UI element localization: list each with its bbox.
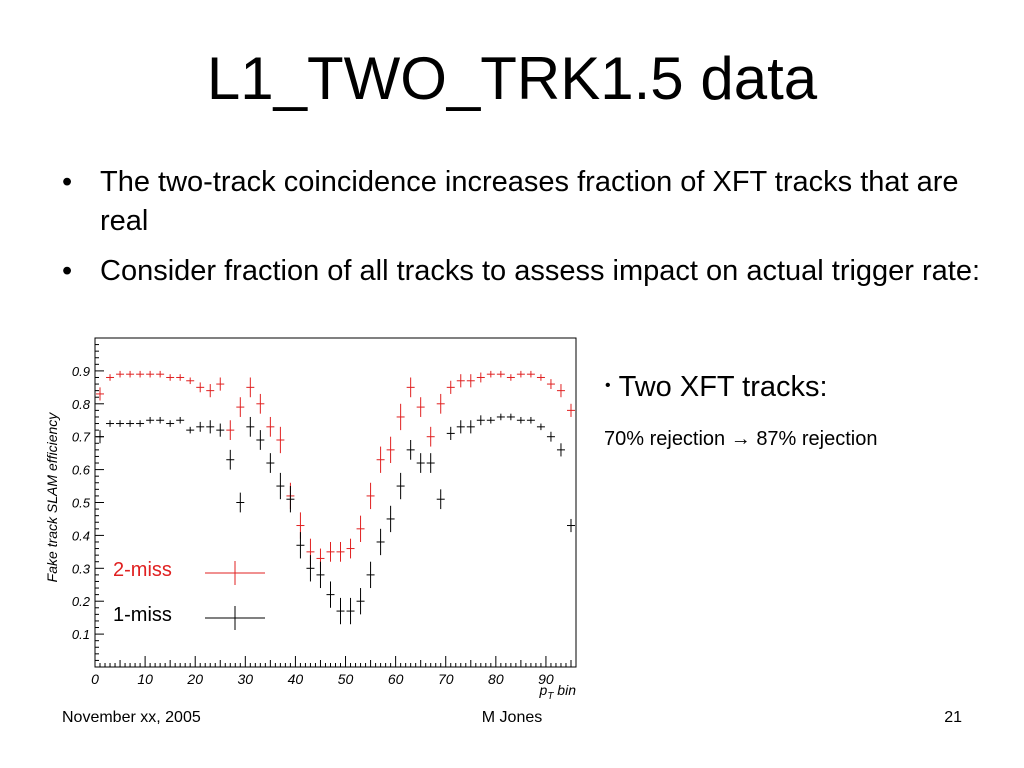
x-tick-label: 10 xyxy=(137,671,153,687)
x-tick-label: 0 xyxy=(91,671,99,687)
x-tick-label: 40 xyxy=(288,671,304,687)
y-tick-label: 0.7 xyxy=(72,430,91,445)
legend-label-1-miss: 1-miss xyxy=(113,604,172,626)
y-tick-label: 0.5 xyxy=(72,496,91,511)
x-axis-label: pT bin xyxy=(539,682,577,702)
side-bullet: • Two XFT tracks: xyxy=(605,367,828,412)
rejection-before: 70% rejection xyxy=(604,428,726,450)
bullet-text: The two-track coincidence increases frac… xyxy=(100,166,959,237)
x-tick-label: 80 xyxy=(488,671,504,687)
y-tick-label: 0.4 xyxy=(72,528,90,543)
footer-author: M Jones xyxy=(481,709,543,726)
bullet-text: Consider fraction of all tracks to asses… xyxy=(100,255,981,287)
y-tick-label: 0.1 xyxy=(72,627,90,642)
arrow-right-icon: → xyxy=(730,428,751,450)
x-tick-label: 60 xyxy=(388,671,404,687)
bullet-dot-icon: • xyxy=(62,255,73,287)
footer-page-number: 21 xyxy=(944,709,962,726)
bullet-dot-icon: • xyxy=(605,377,611,394)
x-tick-label: 90 xyxy=(538,671,554,687)
rejection-after: 87% rejection xyxy=(756,428,878,450)
y-tick-label: 0.8 xyxy=(72,397,91,412)
rejection-note: 70% rejection → 87% rejection xyxy=(604,425,878,453)
legend-label-2-miss: 2-miss xyxy=(113,559,172,581)
x-tick-label: 30 xyxy=(238,671,254,687)
y-tick-label: 0.9 xyxy=(72,364,90,379)
footer-date: November xx, 2005 xyxy=(62,709,201,726)
bullet-item: • The two-track coincidence increases fr… xyxy=(62,163,982,241)
bullet-item: • Consider fraction of all tracks to ass… xyxy=(62,252,982,291)
side-bullet-text: Two XFT tracks: xyxy=(618,371,828,403)
y-tick-label: 0.2 xyxy=(72,594,91,609)
x-tick-label: 20 xyxy=(186,671,203,687)
bullet-dot-icon: • xyxy=(62,166,73,198)
y-axis-label: Fake track SLAM efficiency xyxy=(44,412,60,583)
slide-title: L1_TWO_TRK1.5 data xyxy=(206,45,818,112)
bullet-list: • The two-track coincidence increases fr… xyxy=(62,163,982,302)
y-tick-label: 0.6 xyxy=(72,463,91,478)
x-tick-label: 70 xyxy=(438,671,454,687)
x-tick-label: 50 xyxy=(338,671,354,687)
y-tick-label: 0.3 xyxy=(72,561,91,576)
